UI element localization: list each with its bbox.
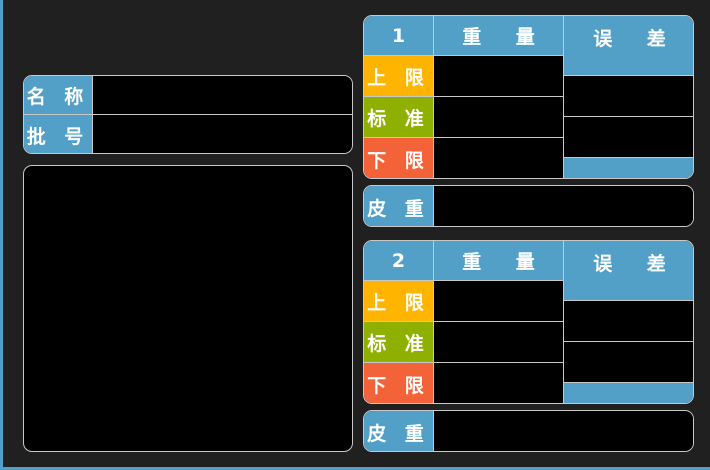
scale-index: 1 (364, 16, 434, 56)
display-area (23, 165, 353, 452)
lower-weight-field[interactable] (434, 138, 564, 178)
upper-limit-label: 上 限 (364, 281, 434, 322)
standard-weight-field[interactable] (434, 322, 564, 363)
tare-label: 皮 重 (364, 411, 434, 451)
error-header: 误 差 (564, 16, 693, 76)
lower-limit-label: 下 限 (364, 363, 434, 403)
batch-field[interactable] (93, 115, 352, 153)
scale-1-table: 1 重 量 误 差 上 限 标 准 下 限 (363, 15, 694, 179)
info-panel: 名 称 批 号 (23, 75, 353, 154)
name-field[interactable] (93, 76, 352, 115)
lower-weight-field[interactable] (434, 363, 564, 403)
error-header: 误 差 (564, 241, 693, 301)
error-footer (564, 383, 693, 403)
weight-header: 重 量 (434, 16, 564, 56)
upper-error-field[interactable] (564, 301, 693, 342)
batch-label: 批 号 (24, 115, 93, 153)
scale-2-table: 2 重 量 误 差 上 限 标 准 下 限 (363, 240, 694, 404)
upper-weight-field[interactable] (434, 281, 564, 322)
name-label: 名 称 (24, 76, 93, 115)
tare-label: 皮 重 (364, 186, 434, 226)
standard-label: 标 准 (364, 322, 434, 363)
upper-error-field[interactable] (564, 76, 693, 117)
error-footer (564, 158, 693, 178)
lower-error-field[interactable] (564, 342, 693, 383)
upper-weight-field[interactable] (434, 56, 564, 97)
upper-limit-label: 上 限 (364, 56, 434, 97)
lower-error-field[interactable] (564, 117, 693, 158)
scale-1-tare: 皮 重 (363, 185, 694, 227)
weight-header: 重 量 (434, 241, 564, 281)
tare-field[interactable] (434, 411, 693, 451)
standard-weight-field[interactable] (434, 97, 564, 138)
lower-limit-label: 下 限 (364, 138, 434, 178)
standard-label: 标 准 (364, 97, 434, 138)
tare-field[interactable] (434, 186, 693, 226)
scale-2-tare: 皮 重 (363, 410, 694, 452)
scale-index: 2 (364, 241, 434, 281)
